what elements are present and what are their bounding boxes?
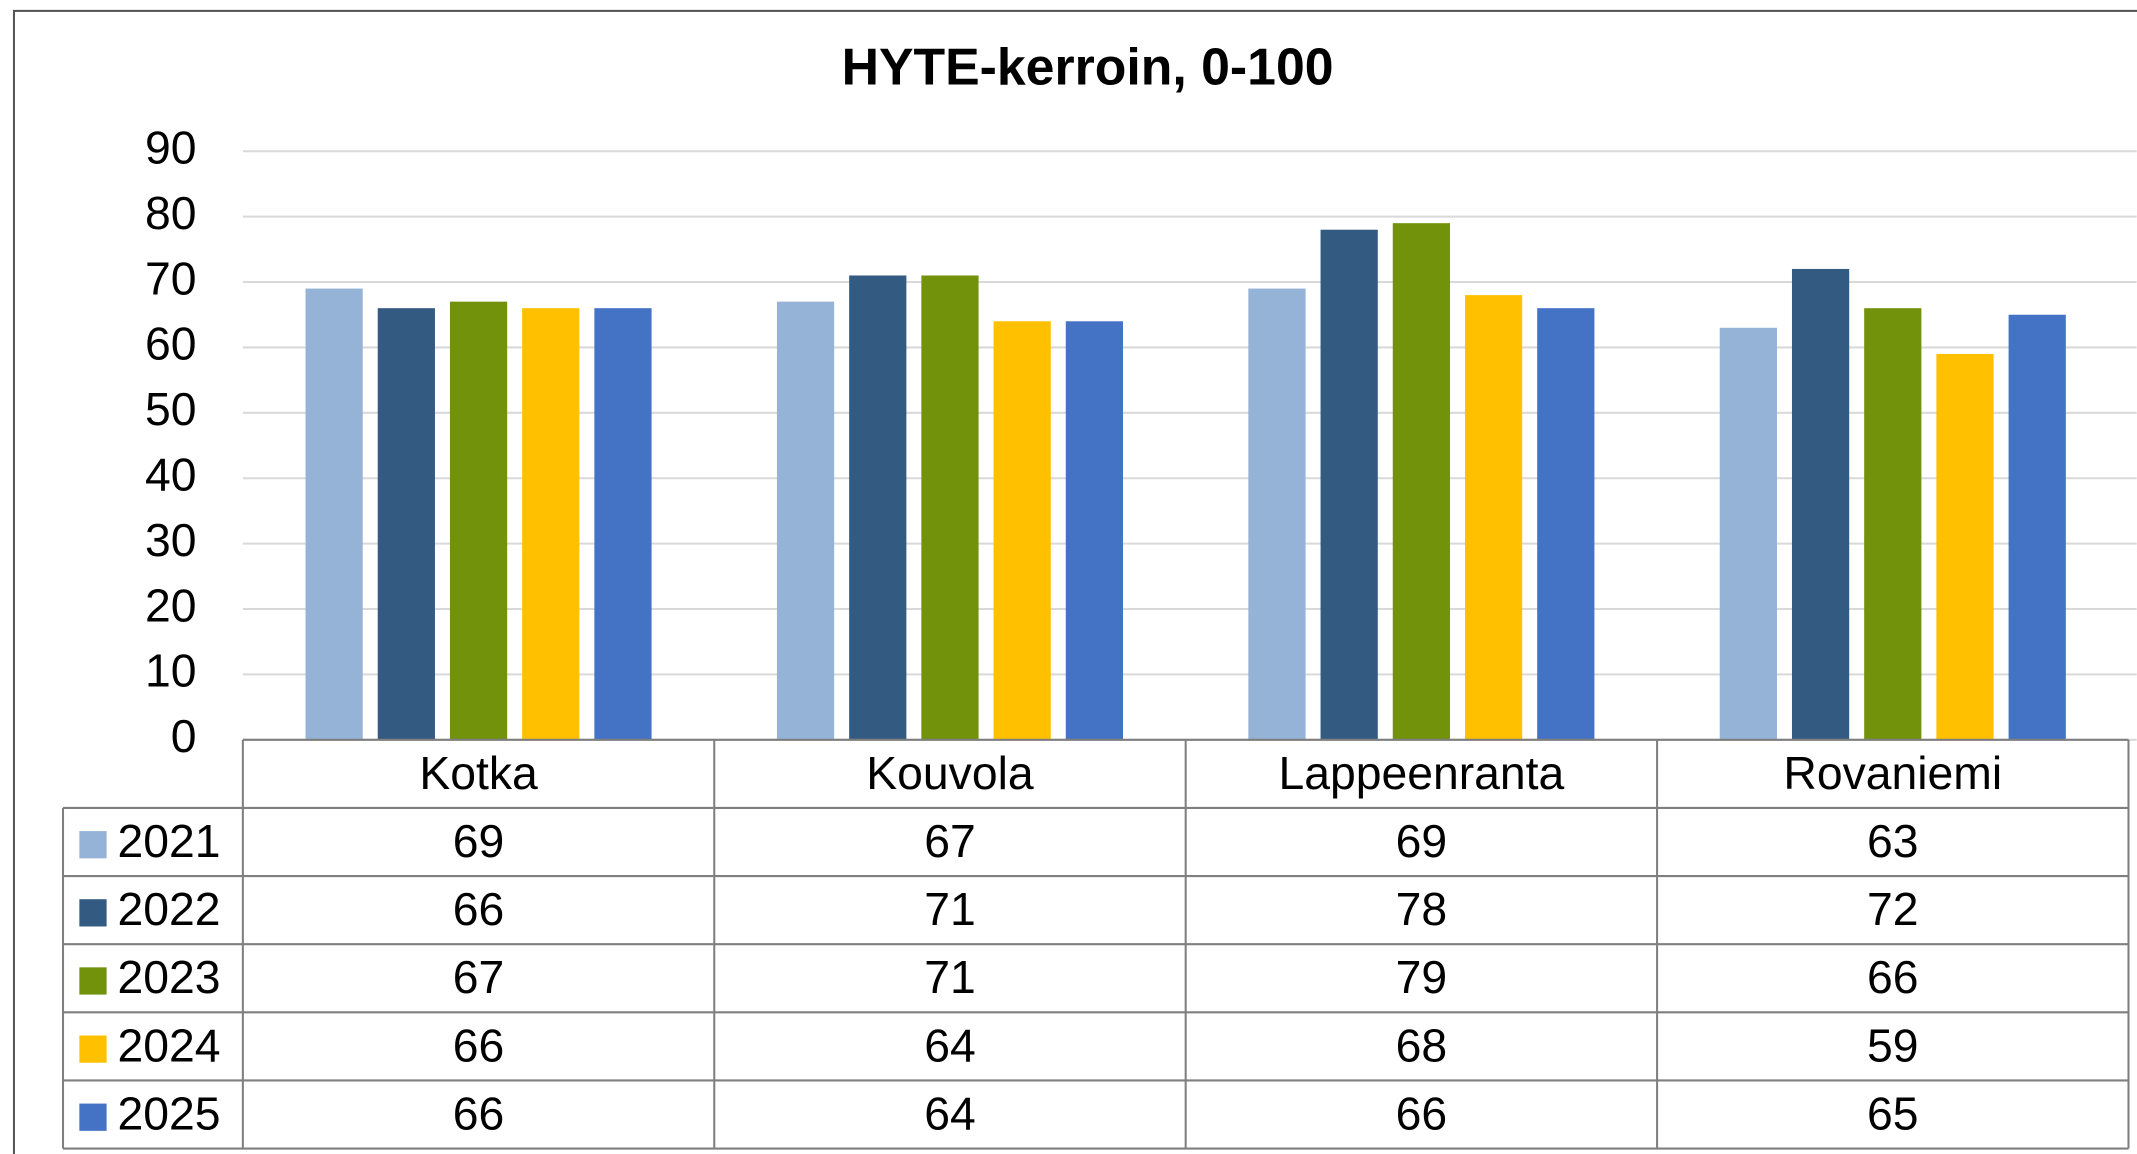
table-value: 68 (1396, 1019, 1448, 1071)
table-value: 79 (1396, 951, 1448, 1003)
bar (1248, 288, 1306, 740)
y-tick-label: 30 (145, 514, 197, 566)
bar (449, 301, 508, 740)
table-value: 72 (1867, 883, 1919, 935)
bar (849, 275, 907, 740)
legend-swatch (79, 967, 107, 995)
legend-swatch (79, 899, 107, 927)
bar (921, 275, 979, 740)
y-tick-label: 80 (145, 187, 197, 239)
table-value: 66 (1867, 951, 1919, 1003)
table-value: 71 (924, 883, 976, 935)
table-value: 66 (453, 883, 505, 935)
y-tick-label: 40 (145, 448, 197, 500)
bar (776, 301, 835, 740)
table-value: 66 (453, 1087, 505, 1139)
bar (1464, 295, 1523, 740)
bar (2008, 314, 2066, 740)
bar (1791, 268, 1850, 740)
bar (1864, 308, 1922, 740)
y-tick-label: 60 (145, 318, 197, 370)
legend-swatch (79, 1035, 107, 1063)
table-value: 66 (1396, 1087, 1448, 1139)
legend-label: 2024 (118, 1019, 221, 1071)
x-tick-label: Rovaniemi (1783, 747, 2002, 799)
bar (522, 308, 580, 740)
table-value: 64 (924, 1019, 976, 1071)
table-value: 63 (1867, 815, 1919, 867)
table-value: 65 (1867, 1087, 1919, 1139)
y-tick-label: 10 (145, 645, 197, 697)
bar (305, 288, 363, 740)
y-tick-label: 70 (145, 252, 197, 304)
bar (1936, 353, 1994, 740)
table-value: 66 (453, 1019, 505, 1071)
legend-swatch (79, 831, 107, 859)
legend-label: 2023 (118, 951, 221, 1003)
bar (377, 308, 435, 740)
bar (1065, 321, 1123, 740)
legend-swatch (79, 1103, 107, 1131)
table-value: 69 (1396, 815, 1448, 867)
table-value: 67 (924, 815, 976, 867)
y-tick-label: 20 (145, 579, 197, 631)
table-value: 64 (924, 1087, 976, 1139)
x-tick-label: Kotka (419, 747, 538, 799)
table-value: 69 (453, 815, 505, 867)
chart-title: HYTE-kerroin, 0-100 (842, 38, 1334, 96)
y-tick-label: 50 (145, 383, 197, 435)
bar (1719, 327, 1777, 740)
legend-label: 2022 (118, 883, 221, 935)
y-tick-label: 90 (145, 121, 197, 173)
table-value: 71 (924, 951, 976, 1003)
bar (594, 308, 652, 740)
y-tick-label: 0 (171, 710, 197, 762)
chart-frame (12, 9, 2137, 1154)
table-value: 67 (453, 951, 505, 1003)
bar (1320, 229, 1378, 740)
table-value: 59 (1867, 1019, 1919, 1071)
x-tick-label: Lappeenranta (1278, 747, 1564, 799)
table-value: 78 (1396, 883, 1448, 935)
bar (993, 321, 1051, 740)
bar (1537, 308, 1595, 740)
legend-label: 2025 (118, 1087, 221, 1139)
x-tick-label: Kouvola (866, 747, 1034, 799)
bar (1392, 223, 1450, 740)
legend-label: 2021 (118, 815, 221, 867)
